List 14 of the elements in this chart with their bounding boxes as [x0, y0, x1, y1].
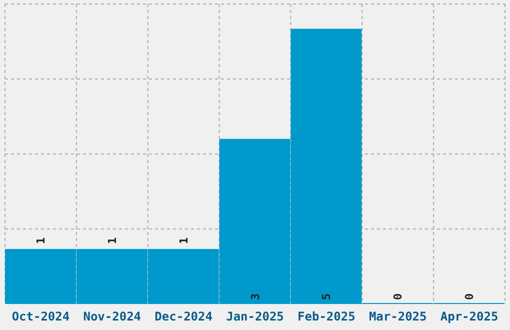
x-tick-label: Jan-2025 — [226, 310, 284, 324]
data-label: 0 — [463, 293, 476, 300]
x-tick-label: Apr-2025 — [440, 310, 498, 324]
data-label: 5 — [320, 293, 334, 300]
x-tick-label: Oct-2024 — [12, 310, 70, 324]
data-label: 3 — [248, 293, 262, 300]
x-tick-label: Nov-2024 — [83, 310, 142, 324]
x-tick-label: Mar-2025 — [368, 310, 427, 324]
x-tick-label: Dec-2024 — [154, 310, 212, 324]
data-label: 1 — [177, 236, 190, 244]
data-label: 0 — [392, 293, 405, 300]
data-label: 1 — [106, 236, 119, 244]
x-tick-label: Feb-2025 — [298, 310, 356, 324]
data-label: 1 — [34, 236, 48, 244]
